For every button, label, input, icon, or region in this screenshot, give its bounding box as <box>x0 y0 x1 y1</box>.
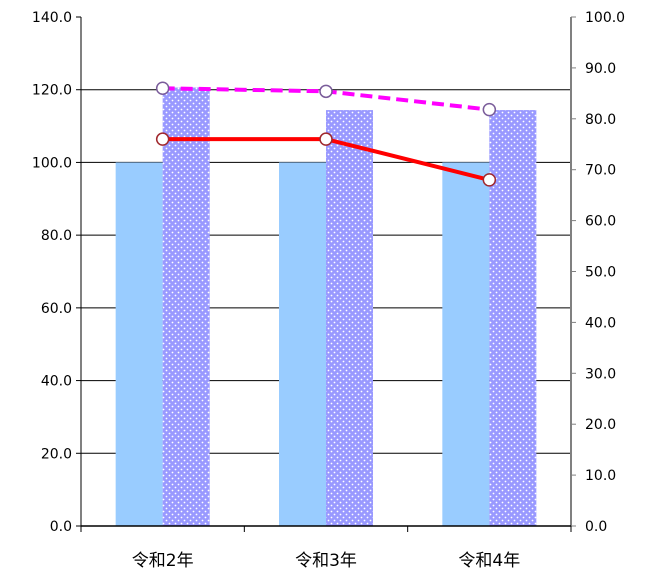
right-tick-label: 40.0 <box>585 315 616 331</box>
category-label: 令和2年 <box>132 551 194 571</box>
bar <box>442 162 490 526</box>
bars <box>115 87 537 527</box>
series-point <box>482 102 497 117</box>
lines <box>155 81 497 187</box>
category-label: 令和4年 <box>458 551 520 571</box>
bar <box>326 110 373 527</box>
axes <box>76 16 576 532</box>
left-tick-label: 0.0 <box>50 519 72 535</box>
left-tick-label: 40.0 <box>41 374 72 390</box>
right-tick-label: 90.0 <box>585 61 616 77</box>
bar <box>115 162 163 526</box>
left-tick-label: 120.0 <box>32 83 72 99</box>
bar <box>162 87 210 526</box>
right-tick-label: 10.0 <box>585 468 616 484</box>
bar <box>489 110 537 527</box>
right-tick-label: 80.0 <box>585 112 616 128</box>
series-point <box>155 132 170 146</box>
right-tick-label: 100.0 <box>585 10 625 26</box>
right-tick-label: 20.0 <box>585 417 616 433</box>
right-tick-label: 0.0 <box>585 519 607 535</box>
left-tick-label: 140.0 <box>32 10 72 26</box>
right-tick-label: 70.0 <box>585 163 616 179</box>
right-tick-label: 30.0 <box>585 366 616 382</box>
left-tick-label: 20.0 <box>41 446 72 462</box>
left-tick-label: 60.0 <box>41 301 72 317</box>
series-point <box>319 132 333 146</box>
category-label: 令和3年 <box>295 551 357 571</box>
series-point <box>319 84 333 99</box>
series-point <box>482 173 497 187</box>
left-tick-label: 100.0 <box>32 155 72 171</box>
series-point <box>155 81 170 96</box>
left-tick-label: 80.0 <box>41 228 72 244</box>
bar <box>279 162 326 526</box>
labels: 0.0 20.0 40.0 60.0 80.0 100.0 120.0 140.0 0.0 10.… <box>32 10 625 571</box>
right-tick-label: 60.0 <box>585 214 616 230</box>
right-tick-label: 50.0 <box>585 265 616 281</box>
